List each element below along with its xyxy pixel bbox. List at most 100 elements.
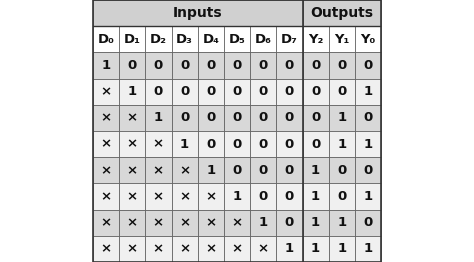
Text: 0: 0 — [311, 138, 320, 151]
Text: 0: 0 — [180, 85, 189, 98]
Text: 0: 0 — [232, 138, 242, 151]
Bar — [302, 183, 328, 210]
Text: ×: × — [100, 138, 111, 151]
Bar — [250, 105, 276, 131]
Text: 0: 0 — [364, 111, 373, 124]
Text: 0: 0 — [232, 85, 242, 98]
Text: ×: × — [153, 242, 164, 255]
Text: 0: 0 — [259, 164, 268, 177]
Text: 1: 1 — [311, 242, 320, 255]
Bar — [276, 79, 302, 105]
Bar — [146, 131, 172, 157]
Text: 1: 1 — [364, 85, 373, 98]
Bar — [302, 79, 328, 105]
Bar — [276, 183, 302, 210]
Bar — [328, 131, 355, 157]
Text: 1: 1 — [101, 59, 110, 72]
Text: 1: 1 — [337, 216, 346, 229]
Bar — [172, 131, 198, 157]
Text: ×: × — [127, 242, 138, 255]
Bar — [250, 52, 276, 79]
Bar — [328, 157, 355, 183]
Text: ×: × — [205, 242, 216, 255]
Bar — [355, 131, 381, 157]
Bar — [328, 183, 355, 210]
Bar — [172, 79, 198, 105]
Text: ×: × — [153, 138, 164, 151]
Bar — [328, 210, 355, 236]
Bar — [119, 52, 146, 79]
Text: 0: 0 — [259, 190, 268, 203]
Text: 1: 1 — [180, 138, 189, 151]
Bar — [276, 105, 302, 131]
Bar — [146, 79, 172, 105]
Text: 0: 0 — [337, 59, 346, 72]
Bar — [224, 157, 250, 183]
Text: ×: × — [205, 190, 216, 203]
Text: 1: 1 — [364, 138, 373, 151]
Bar — [93, 79, 119, 105]
Text: 0: 0 — [285, 216, 294, 229]
Text: 0: 0 — [337, 190, 346, 203]
Bar — [172, 105, 198, 131]
Bar — [302, 210, 328, 236]
Text: Outputs: Outputs — [310, 6, 374, 20]
Text: ×: × — [127, 138, 138, 151]
Text: 1: 1 — [259, 216, 268, 229]
Bar — [93, 105, 119, 131]
Bar — [302, 0, 381, 26]
Text: 0: 0 — [285, 138, 294, 151]
Text: ×: × — [100, 216, 111, 229]
Bar — [328, 105, 355, 131]
Text: D₆: D₆ — [255, 33, 272, 46]
Bar — [250, 157, 276, 183]
Text: 0: 0 — [232, 164, 242, 177]
Text: D₁: D₁ — [124, 33, 141, 46]
Text: 0: 0 — [364, 59, 373, 72]
Text: 1: 1 — [364, 242, 373, 255]
Text: Inputs: Inputs — [173, 6, 222, 20]
Text: D₅: D₅ — [228, 33, 246, 46]
Bar — [302, 157, 328, 183]
Text: ×: × — [127, 190, 138, 203]
Text: 0: 0 — [285, 85, 294, 98]
Text: 0: 0 — [364, 216, 373, 229]
Text: ×: × — [153, 164, 164, 177]
Bar — [93, 157, 119, 183]
Bar — [198, 79, 224, 105]
Bar — [276, 26, 302, 52]
Bar — [302, 52, 328, 79]
Bar — [172, 236, 198, 262]
Bar — [172, 183, 198, 210]
Bar — [146, 105, 172, 131]
Text: 0: 0 — [180, 59, 189, 72]
Bar — [93, 0, 302, 26]
Bar — [146, 183, 172, 210]
Text: 0: 0 — [285, 59, 294, 72]
Bar — [250, 210, 276, 236]
Text: ×: × — [231, 242, 243, 255]
Bar — [224, 52, 250, 79]
Text: 0: 0 — [311, 59, 320, 72]
Bar — [172, 210, 198, 236]
Bar — [224, 210, 250, 236]
Text: ×: × — [205, 216, 216, 229]
Bar — [355, 236, 381, 262]
Bar — [355, 79, 381, 105]
Bar — [355, 105, 381, 131]
Text: ×: × — [127, 111, 138, 124]
Text: D₀: D₀ — [98, 33, 114, 46]
Bar — [119, 79, 146, 105]
Text: 0: 0 — [206, 59, 215, 72]
Text: 0: 0 — [232, 111, 242, 124]
Text: 0: 0 — [206, 111, 215, 124]
Bar — [302, 26, 328, 52]
Text: Y₀: Y₀ — [360, 33, 375, 46]
Bar — [93, 183, 119, 210]
Bar — [355, 26, 381, 52]
Bar — [224, 183, 250, 210]
Bar — [198, 26, 224, 52]
Text: 1: 1 — [206, 164, 215, 177]
Text: 0: 0 — [285, 164, 294, 177]
Text: ×: × — [100, 164, 111, 177]
